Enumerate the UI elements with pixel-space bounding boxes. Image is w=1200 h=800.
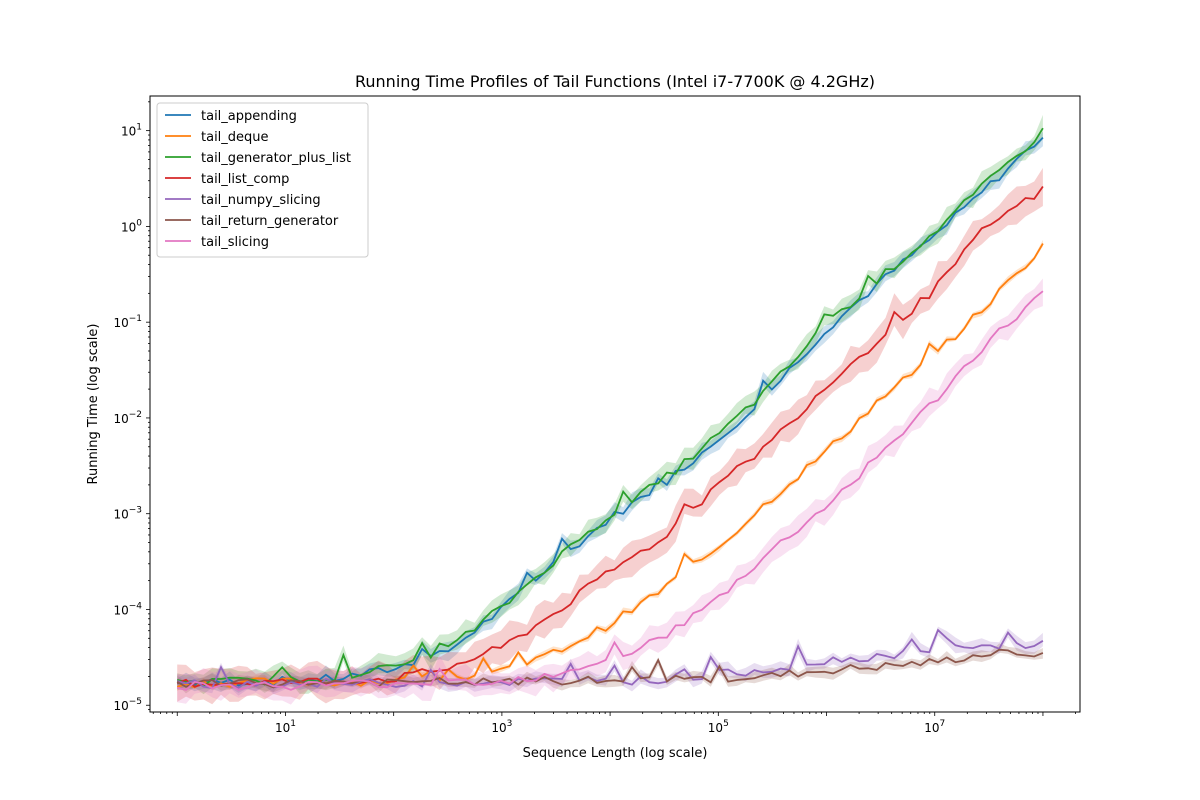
chart-title: Running Time Profiles of Tail Functions … <box>355 72 875 91</box>
legend-box <box>156 102 369 258</box>
legend-label: tail_numpy_slicing <box>201 193 321 208</box>
line-tail_slicing <box>176 290 1044 691</box>
legend-label: tail_appending <box>201 109 297 124</box>
x-axis-label: Sequence Length (log scale) <box>523 746 708 761</box>
legend: tail_appending tail_deque tail_generator_p… <box>156 102 369 258</box>
line-tail_list_comp <box>176 185 1044 688</box>
legend-label: tail_generator_plus_list <box>201 151 351 166</box>
band-tail_numpy_slicing <box>177 626 1043 696</box>
legend-label: tail_slicing <box>201 235 269 250</box>
plot-frame <box>149 95 1081 713</box>
legend-label: tail_list_comp <box>201 172 289 187</box>
series-lines <box>176 127 1044 691</box>
legend-label: tail_deque <box>201 130 269 145</box>
y-axis-label: Running Time (log scale) <box>86 324 101 485</box>
legend-label: tail_return_generator <box>201 214 339 229</box>
